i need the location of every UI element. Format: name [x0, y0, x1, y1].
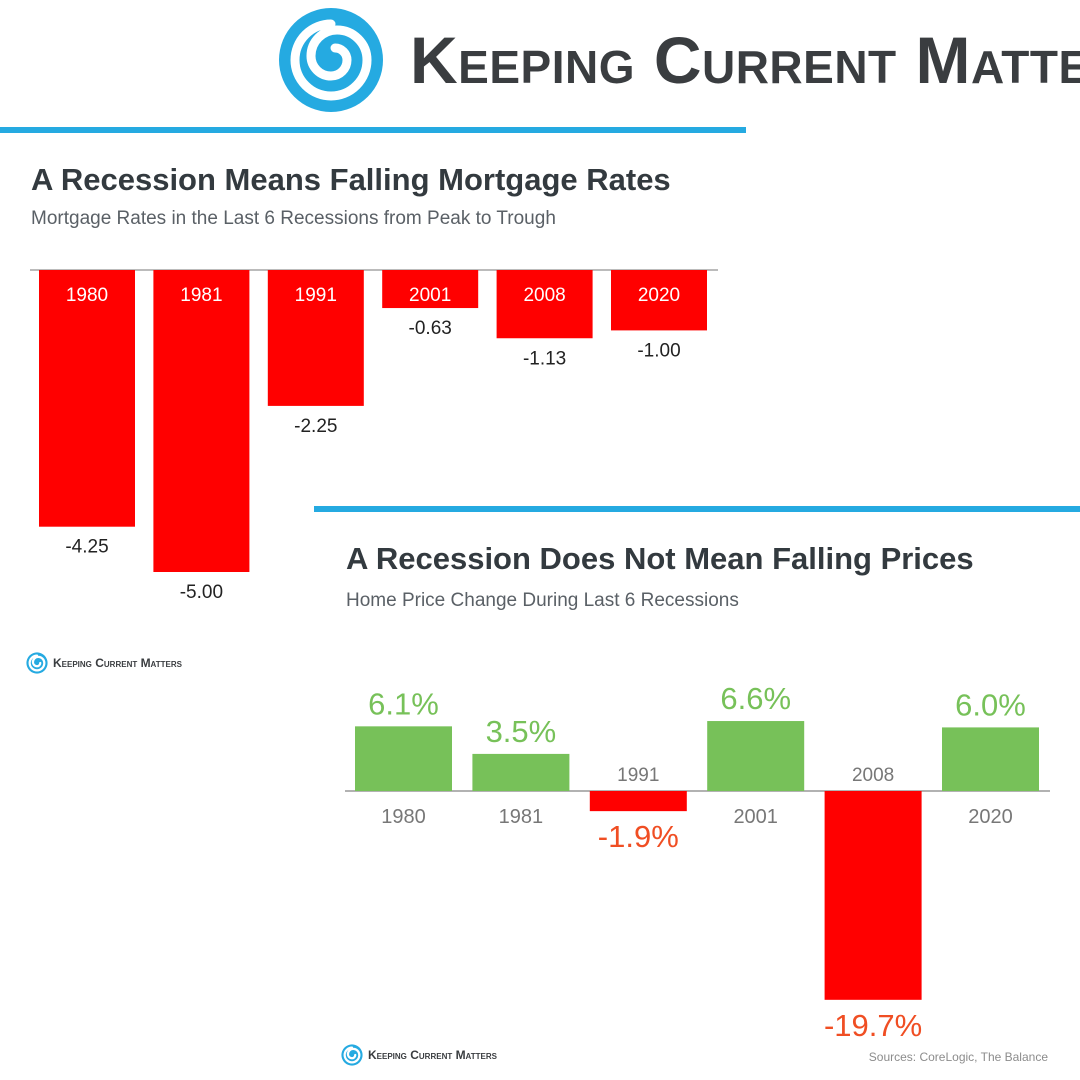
swirl-logo-icon [26, 652, 48, 674]
chart1-value-label: -1.13 [523, 348, 566, 369]
chart2-category-label: 2001 [733, 806, 778, 828]
swirl-logo-icon [341, 1044, 363, 1066]
chart1-value-label: -4.25 [65, 537, 108, 558]
chart1-bar-1991 [267, 270, 364, 406]
chart2-panel [314, 506, 1080, 1080]
chart2-value-label: 3.5% [486, 714, 557, 749]
chart2-bar-1991 [589, 791, 687, 812]
chart2-category-label: 1980 [381, 806, 426, 828]
chart1-category-label: 1980 [66, 285, 108, 306]
chart1-category-label: 1981 [180, 285, 222, 306]
chart1-bar-2020 [611, 270, 707, 331]
chart1-value-label: -1.00 [637, 340, 680, 361]
chart1-category-label: 2008 [523, 285, 565, 306]
chart1-title: A Recession Means Falling Mortgage Rates [31, 162, 671, 197]
chart2-bar-2001 [707, 721, 805, 791]
chart1-bar-2008 [496, 270, 593, 339]
chart2-value-label: 6.6% [720, 681, 791, 716]
chart2-value-label: 6.0% [955, 687, 1026, 722]
chart2-value-label: 6.1% [368, 686, 439, 721]
chart1-bar-2001 [382, 270, 479, 309]
chart2-bar-1981 [472, 753, 570, 791]
chart1-category-label: 2001 [409, 285, 451, 306]
chart1-bar-1980 [39, 270, 135, 527]
chart2-brand-name: Keeping Current Matters [368, 1048, 497, 1062]
chart2-bar-2008 [824, 791, 922, 1000]
chart2-value-label: -1.9% [598, 819, 679, 854]
chart1-brand-name: Keeping Current Matters [53, 656, 182, 670]
chart2-brand: Keeping Current Matters [341, 1044, 497, 1066]
chart2-bar-1980 [355, 726, 452, 791]
chart2-category-label: 2020 [968, 806, 1013, 828]
swirl-logo-icon [279, 8, 383, 112]
chart1-brand: Keeping Current Matters [26, 652, 182, 674]
chart1-value-label: -0.63 [409, 318, 452, 339]
sources-note: Sources: CoreLogic, The Balance [868, 1050, 1048, 1064]
chart1-subtitle: Mortgage Rates in the Last 6 Recessions … [31, 208, 556, 229]
chart2-subtitle: Home Price Change During Last 6 Recessio… [346, 590, 739, 611]
chart2-title: A Recession Does Not Mean Falling Prices [346, 541, 974, 576]
chart1-bar-1981 [153, 270, 250, 572]
chart2-bar-2020 [942, 727, 1039, 791]
chart1-category-label: 2020 [638, 285, 680, 306]
chart1-value-label: -5.00 [180, 582, 223, 603]
top-divider [0, 127, 746, 133]
chart1-value-label: -2.25 [294, 416, 337, 437]
chart1-category-label: 1991 [295, 285, 337, 306]
chart2-category-label: 1991 [617, 765, 659, 786]
chart2-value-label: -19.7% [824, 1008, 922, 1043]
chart2-category-label: 1981 [499, 806, 544, 828]
chart2-category-label: 2008 [852, 765, 894, 786]
brand-name: Keeping Current Matters [410, 23, 1080, 97]
middle-divider [314, 506, 1080, 512]
